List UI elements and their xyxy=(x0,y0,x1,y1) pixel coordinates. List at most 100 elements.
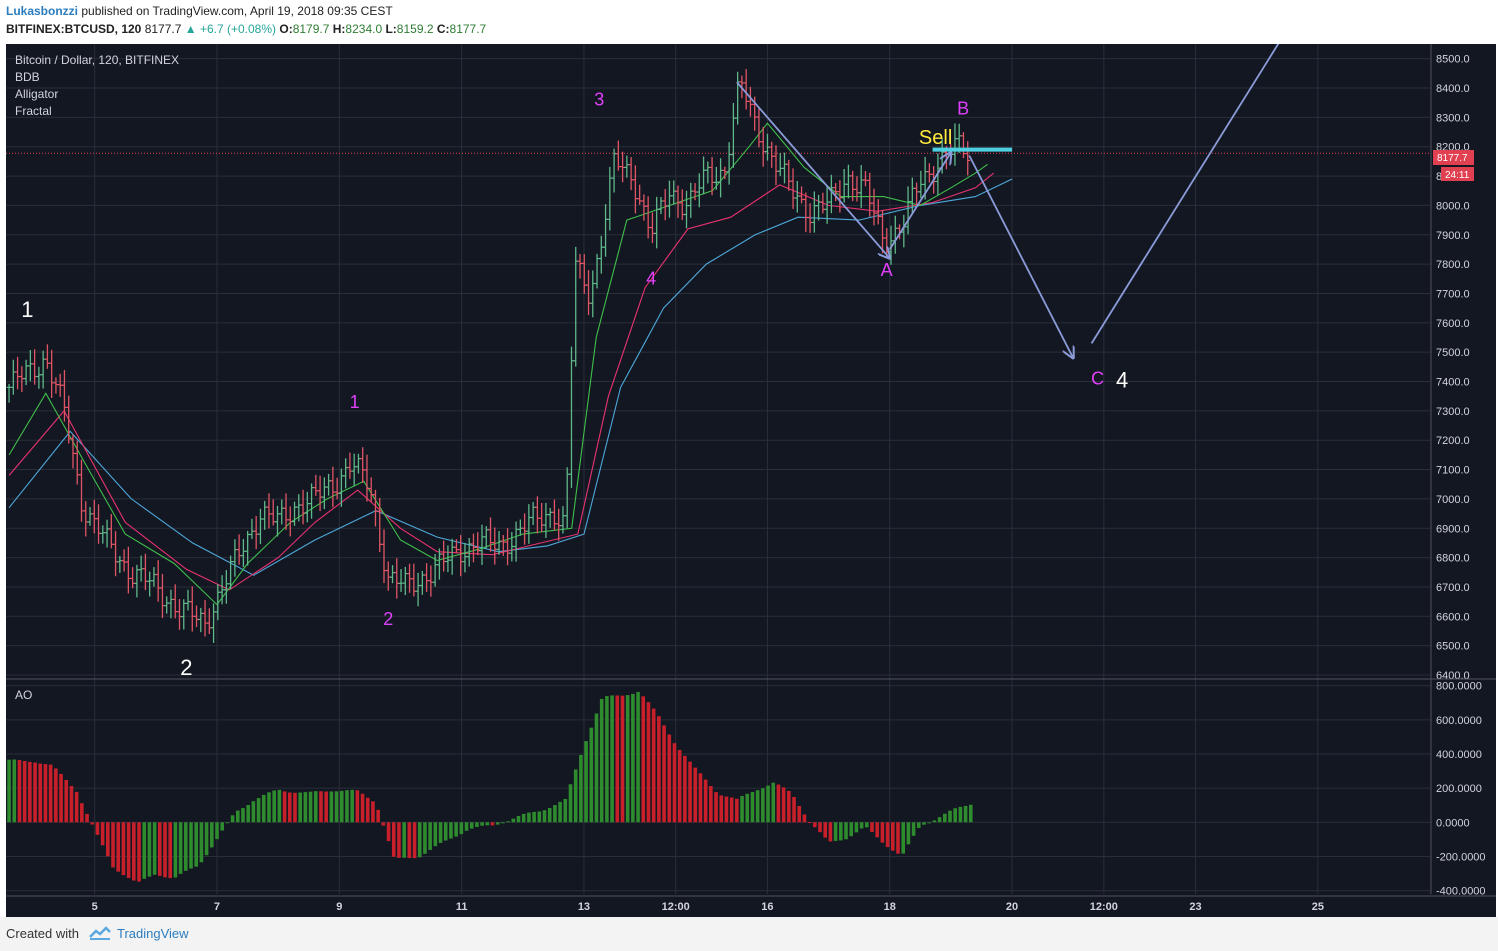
ao-bar xyxy=(605,696,609,823)
legend-indicator-bdb[interactable]: BDB xyxy=(15,70,40,84)
wave-label: 1 xyxy=(21,297,33,322)
ao-bar xyxy=(516,815,521,823)
ao-bar xyxy=(724,796,729,823)
ao-bar xyxy=(158,822,162,876)
ao-bar xyxy=(594,713,599,823)
price-tick-label: 7300.0 xyxy=(1436,406,1470,418)
time-tick-label: 12:00 xyxy=(662,901,690,913)
wave-label: 2 xyxy=(383,609,393,629)
ao-tick-label: -200.0000 xyxy=(1436,851,1486,863)
time-tick-label: 18 xyxy=(884,901,896,913)
ao-bar xyxy=(537,811,542,823)
ao-bar xyxy=(927,822,931,824)
ao-bar xyxy=(313,791,318,823)
wave-label: 4 xyxy=(1116,367,1128,392)
ao-bar xyxy=(823,822,828,838)
price-tick-label: 6800.0 xyxy=(1436,553,1470,565)
ao-bar xyxy=(490,822,495,826)
chart-area[interactable]: 1212345ABSellC4 8500.08400.08300.08200.0… xyxy=(6,0,1496,917)
price-tick-label: 6700.0 xyxy=(1436,582,1470,594)
ao-bar xyxy=(329,791,334,823)
ao-bar xyxy=(589,727,594,823)
ao-bar xyxy=(844,822,848,840)
ao-bar xyxy=(599,698,604,823)
price-change: ▲ +6.7 (+0.08%) xyxy=(184,22,277,36)
alligator-lips-line xyxy=(8,122,988,606)
ao-bar xyxy=(116,822,121,872)
wave-label: B xyxy=(957,98,969,118)
ao-bar xyxy=(173,822,178,878)
ao-bar xyxy=(74,791,79,823)
price-tick-label: 7900.0 xyxy=(1436,230,1470,242)
wave-arrow xyxy=(968,155,1073,359)
ao-bar xyxy=(225,822,230,824)
ao-legend[interactable]: AO xyxy=(15,688,32,702)
tradingview-link[interactable]: TradingView xyxy=(117,926,189,941)
ao-bar xyxy=(355,790,360,823)
chart-background xyxy=(6,44,1496,917)
ao-bar xyxy=(209,822,214,848)
chart-svg[interactable]: 1212345ABSellC4 8500.08400.08300.08200.0… xyxy=(6,0,1496,917)
created-with-label: Created with xyxy=(6,926,79,941)
ao-bar xyxy=(865,822,869,828)
tradingview-logo-icon[interactable] xyxy=(88,925,112,946)
alligator-jaw-line xyxy=(8,178,1013,576)
ao-bar xyxy=(204,822,209,856)
ao-bar xyxy=(854,822,859,833)
ao-bar xyxy=(59,773,63,823)
legend-indicator-fractal[interactable]: Fractal xyxy=(15,104,52,118)
ao-bar xyxy=(449,822,453,839)
ao-bar xyxy=(771,782,776,823)
ao-bar xyxy=(38,763,43,823)
ao-bar xyxy=(885,822,890,848)
price-tick-label: 7400.0 xyxy=(1436,377,1470,389)
ao-bar xyxy=(303,792,308,823)
high-value: 8234.0 xyxy=(345,22,383,36)
footer: Created with TradingView xyxy=(0,917,1498,951)
ao-bar xyxy=(469,822,474,829)
ao-bar xyxy=(547,807,552,823)
ao-bar xyxy=(766,785,770,823)
ao-bar xyxy=(95,822,100,835)
ao-bar xyxy=(163,822,167,878)
price-tick-label: 6900.0 xyxy=(1436,523,1470,535)
ao-bar xyxy=(646,702,651,823)
ao-bar xyxy=(48,764,53,823)
ao-bar xyxy=(891,822,895,851)
ao-bar xyxy=(391,822,396,857)
ao-bar xyxy=(693,767,698,823)
ao-bar xyxy=(698,773,703,823)
ao-bar xyxy=(677,749,682,823)
ao-bar xyxy=(511,818,516,823)
wave-label: 3 xyxy=(594,90,604,110)
author-link[interactable]: Lukasbonzzi xyxy=(6,4,79,18)
ao-bar xyxy=(501,822,505,824)
ao-bar xyxy=(152,822,157,875)
countdown-tag-bg xyxy=(1441,167,1474,181)
ao-bar xyxy=(28,761,32,823)
ao-bar xyxy=(651,708,656,823)
price-tick-label: 8000.0 xyxy=(1436,200,1470,212)
ao-tick-label: 600.0000 xyxy=(1436,715,1482,727)
ao-bar xyxy=(568,784,573,823)
ao-bar xyxy=(215,822,219,840)
ao-bar xyxy=(428,822,432,850)
ao-bar xyxy=(126,822,131,878)
ao-bar xyxy=(365,797,370,823)
price-series xyxy=(6,69,971,643)
time-tick-label: 7 xyxy=(214,901,220,913)
ao-bar xyxy=(750,791,755,823)
price-tick-label: 7600.0 xyxy=(1436,318,1470,330)
ao-bar xyxy=(729,797,734,823)
ao-bar xyxy=(761,788,765,823)
ao-bar xyxy=(111,822,115,868)
ao-bar xyxy=(735,798,739,823)
wave-arrow xyxy=(736,81,890,258)
ao-bar xyxy=(90,822,95,825)
ao-bar xyxy=(417,822,422,858)
ao-bar xyxy=(625,695,630,823)
legend-indicator-alligator[interactable]: Alligator xyxy=(15,87,58,101)
ao-bar xyxy=(69,785,74,823)
open-value: 8179.7 xyxy=(292,22,330,36)
ao-bar xyxy=(454,822,458,837)
